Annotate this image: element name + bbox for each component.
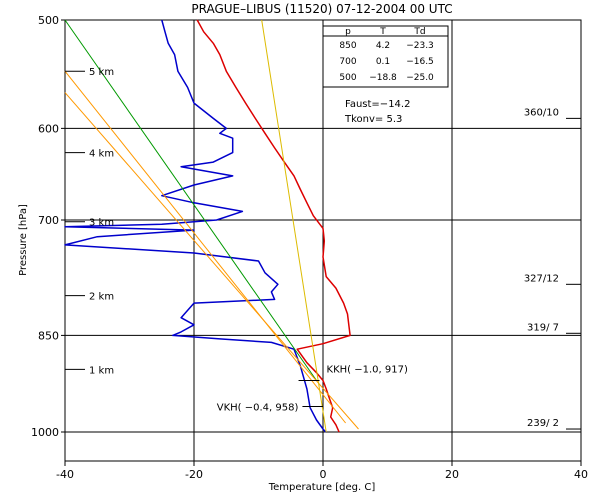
table-header-cell: T — [379, 27, 386, 37]
annotation-label: KKH( −1.0, 917) — [327, 364, 408, 375]
series-line-mixing-ratio — [261, 19, 327, 433]
table-cell: 500 — [339, 73, 356, 83]
table-cell: −23.3 — [406, 41, 434, 51]
wind-label: 360/10 — [524, 107, 559, 118]
altitude-label: 5 km — [89, 67, 114, 78]
table-cell: 850 — [339, 41, 356, 51]
wind-label: 327/12 — [524, 273, 559, 284]
tkonv-value: Tkonv= 5.3 — [344, 114, 402, 125]
x-tick-label: -40 — [56, 468, 74, 481]
data-table: p T Td 850 4.2 −23.3 700 0.1 −16.5 500 −18.8 −25.0 — [322, 25, 449, 88]
y-axis-ticks: 500 600 700 850 1000 — [31, 14, 65, 439]
x-axis-ticks: -40 -20 0 20 40 — [56, 461, 588, 481]
annotation-label: VKH( −0.4, 958) — [217, 402, 299, 413]
table-header-cell: Td — [413, 27, 425, 37]
table-cell: 0.1 — [376, 57, 390, 67]
y-tick-label: 700 — [38, 214, 59, 227]
table-cell: −18.8 — [369, 73, 397, 83]
series-line-moist-adiabat-1 — [64, 70, 346, 424]
y-tick-label: 850 — [38, 329, 59, 342]
faust-value: Faust=−14.2 — [345, 99, 410, 110]
x-tick-label: -20 — [185, 468, 203, 481]
y-tick-label: 1000 — [31, 426, 59, 439]
series-line-moist-adiabat-2 — [64, 92, 359, 430]
series-line-dry-adiabat — [64, 19, 317, 381]
x-tick-label: 0 — [320, 468, 327, 481]
altitude-label: 2 km — [89, 292, 114, 303]
wind-label: 239/ 2 — [527, 418, 559, 429]
altitude-label: 3 km — [89, 218, 114, 229]
level-annotations: KKH( −1.0, 917) VKH( −0.4, 958) — [217, 364, 408, 413]
x-tick-label: 40 — [574, 468, 588, 481]
series-lines — [64, 19, 359, 433]
altitude-labels: 5 km 4 km 3 km 2 km 1 km — [65, 67, 114, 376]
y-tick-label: 500 — [38, 14, 59, 27]
series-line-dew-point — [64, 19, 327, 433]
table-cell: −16.5 — [406, 57, 434, 67]
x-axis-label: Temperature [deg. C] — [268, 482, 376, 493]
wind-labels: 360/10 327/12 319/ 7 239/ 2 — [524, 107, 581, 430]
altitude-label: 4 km — [89, 149, 114, 160]
table-cell: 4.2 — [376, 41, 390, 51]
y-axis-label: Pressure [hPa] — [18, 204, 29, 276]
table-cell: −25.0 — [406, 73, 434, 83]
table-cell: 700 — [339, 57, 356, 67]
y-tick-label: 600 — [38, 122, 59, 135]
altitude-label: 1 km — [89, 365, 114, 376]
series-line-temperature — [196, 19, 351, 433]
chart-title: PRAGUE–LIBUS (11520) 07-12-2004 00 UTC — [191, 2, 452, 16]
wind-label: 319/ 7 — [527, 322, 559, 333]
x-tick-label: 20 — [445, 468, 459, 481]
table-cells: p T Td 850 4.2 −23.3 700 0.1 −16.5 500 −18.8 −25.0 — [339, 27, 434, 83]
table-header-cell: p — [345, 27, 351, 37]
